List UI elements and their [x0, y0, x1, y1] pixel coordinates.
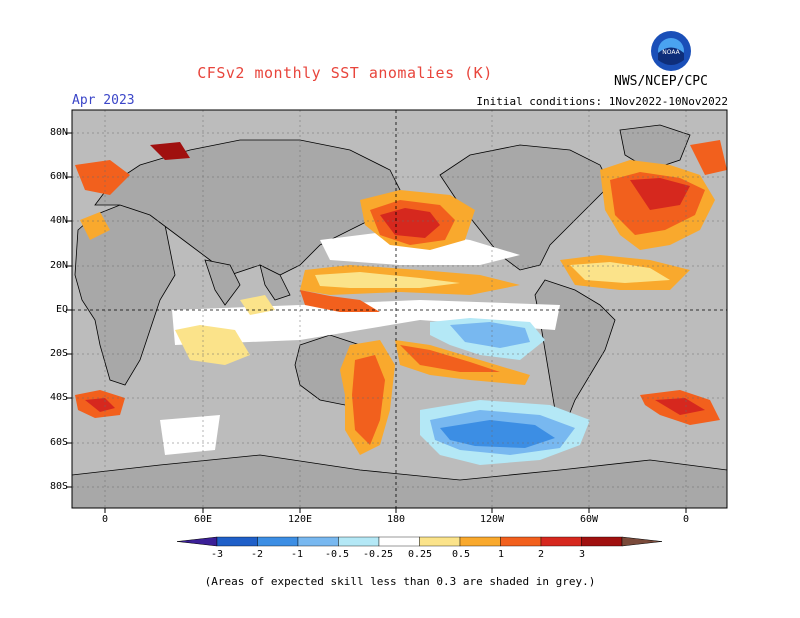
lon-label: 0	[682, 514, 690, 525]
colorbar-swatch	[581, 536, 623, 547]
south-pacific-warm	[395, 340, 530, 385]
noaa-logo-text: NOAA	[662, 49, 680, 56]
north-pacific-warm	[360, 190, 475, 250]
map-frame	[71, 109, 728, 509]
colorbar-swatch	[257, 536, 299, 547]
lat-label: 80S	[49, 481, 68, 492]
lon-label: 0	[101, 514, 109, 525]
land-masses	[72, 124, 727, 508]
tropical-north-pacific-warm	[300, 265, 520, 295]
colorbar-label: -1	[290, 549, 304, 560]
colorbar-swatch	[216, 536, 258, 547]
colorbar-swatch	[459, 536, 501, 547]
colorbar-label: -0.5	[324, 549, 350, 560]
colorbar-label: -2	[250, 549, 264, 560]
north-pacific-neutral	[320, 230, 520, 265]
initial-conditions: Initial conditions: 1Nov2022-10Nov2022	[476, 95, 728, 108]
indian-ocean-warm	[175, 325, 250, 365]
tropical-atlantic-warm	[560, 255, 690, 290]
lon-label: 180	[386, 514, 406, 525]
low-skill-background	[72, 110, 727, 508]
lon-label: 120E	[287, 514, 313, 525]
equatorial-pacific-cold	[430, 318, 545, 360]
colorbar-swatch	[378, 536, 420, 547]
lat-label: 20N	[49, 260, 68, 271]
colorbar-label: 0.5	[451, 549, 471, 560]
lon-label: 60W	[579, 514, 599, 525]
tasman-warm	[340, 340, 395, 455]
south-indian-warm	[75, 390, 125, 418]
southern-ocean-cold	[420, 400, 590, 465]
colorbar-label: 3	[578, 549, 586, 560]
south-atlantic-neutral	[160, 415, 220, 455]
lon-label: 60E	[193, 514, 213, 525]
equatorial-neutral-band	[172, 300, 560, 345]
lat-label: 40S	[49, 392, 68, 403]
lat-label: 80N	[49, 127, 68, 138]
valid-month: Apr 2023	[72, 93, 135, 108]
lat-label: 60N	[49, 171, 68, 182]
colorbar-swatch	[419, 536, 461, 547]
colorbar-right-arrow	[621, 536, 663, 547]
footnote: (Areas of expected skill less than 0.3 a…	[204, 575, 596, 588]
agency-label: NWS/NCEP/CPC	[614, 74, 708, 89]
colorbar-label: 2	[537, 549, 545, 560]
colorbar	[176, 536, 663, 547]
colorbar-swatch	[500, 536, 542, 547]
colorbar-label: -3	[210, 549, 224, 560]
south-atlantic-warm	[640, 390, 720, 425]
colorbar-label: -0.25	[362, 549, 394, 560]
colorbar-label: 0.25	[407, 549, 433, 560]
lon-label: 120W	[479, 514, 505, 525]
lat-label: 20S	[49, 348, 68, 359]
noaa-logo-icon: NOAA	[651, 31, 691, 71]
lat-label: 40N	[49, 215, 68, 226]
colorbar-label: 1	[497, 549, 505, 560]
colorbar-swatch	[338, 536, 380, 547]
arctic-warm	[75, 160, 130, 195]
sst-anomaly-patches	[75, 140, 727, 465]
lat-label: 60S	[49, 437, 68, 448]
colorbar-left-arrow	[176, 536, 218, 547]
map-title: CFSv2 monthly SST anomalies (K)	[197, 64, 493, 82]
lat-label: EQ	[55, 304, 68, 315]
graticule	[72, 110, 727, 508]
colorbar-swatch	[540, 536, 582, 547]
colorbar-swatch	[297, 536, 339, 547]
north-atlantic-warm	[600, 160, 715, 250]
